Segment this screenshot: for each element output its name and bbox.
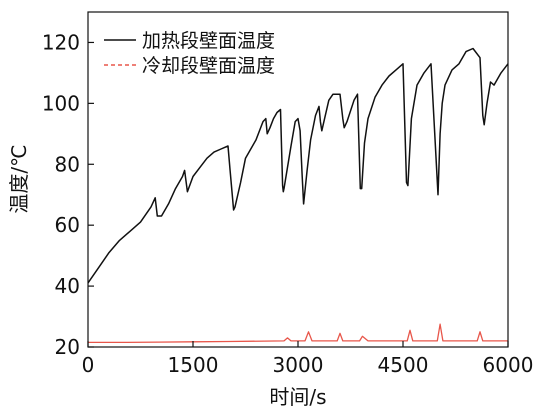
x-tick-label: 0 [82, 353, 95, 377]
x-tick-label: 6000 [483, 353, 534, 377]
x-tick-label: 3000 [273, 353, 324, 377]
x-tick-label: 1500 [168, 353, 219, 377]
series-line-heating [88, 47, 508, 284]
y-tick-label: 80 [55, 152, 80, 176]
series-layer [88, 47, 508, 344]
x-axis-title: 时间/s [269, 385, 326, 409]
legend-label: 加热段壁面温度 [142, 30, 275, 52]
y-tick-label: 60 [55, 213, 80, 237]
y-axis-title: 温度/℃ [7, 144, 31, 213]
x-tick-label: 4500 [378, 353, 429, 377]
ticks-layer: 0 1500 3000 4500 6000 20 40 60 80 100 120 [42, 30, 534, 377]
y-tick-label: 120 [42, 30, 80, 54]
y-tick-label: 20 [55, 335, 80, 359]
series-line-cooling [88, 323, 508, 344]
y-tick-label: 100 [42, 91, 80, 115]
legend-label: 冷却段壁面温度 [142, 55, 275, 77]
y-tick-label: 40 [55, 274, 80, 298]
